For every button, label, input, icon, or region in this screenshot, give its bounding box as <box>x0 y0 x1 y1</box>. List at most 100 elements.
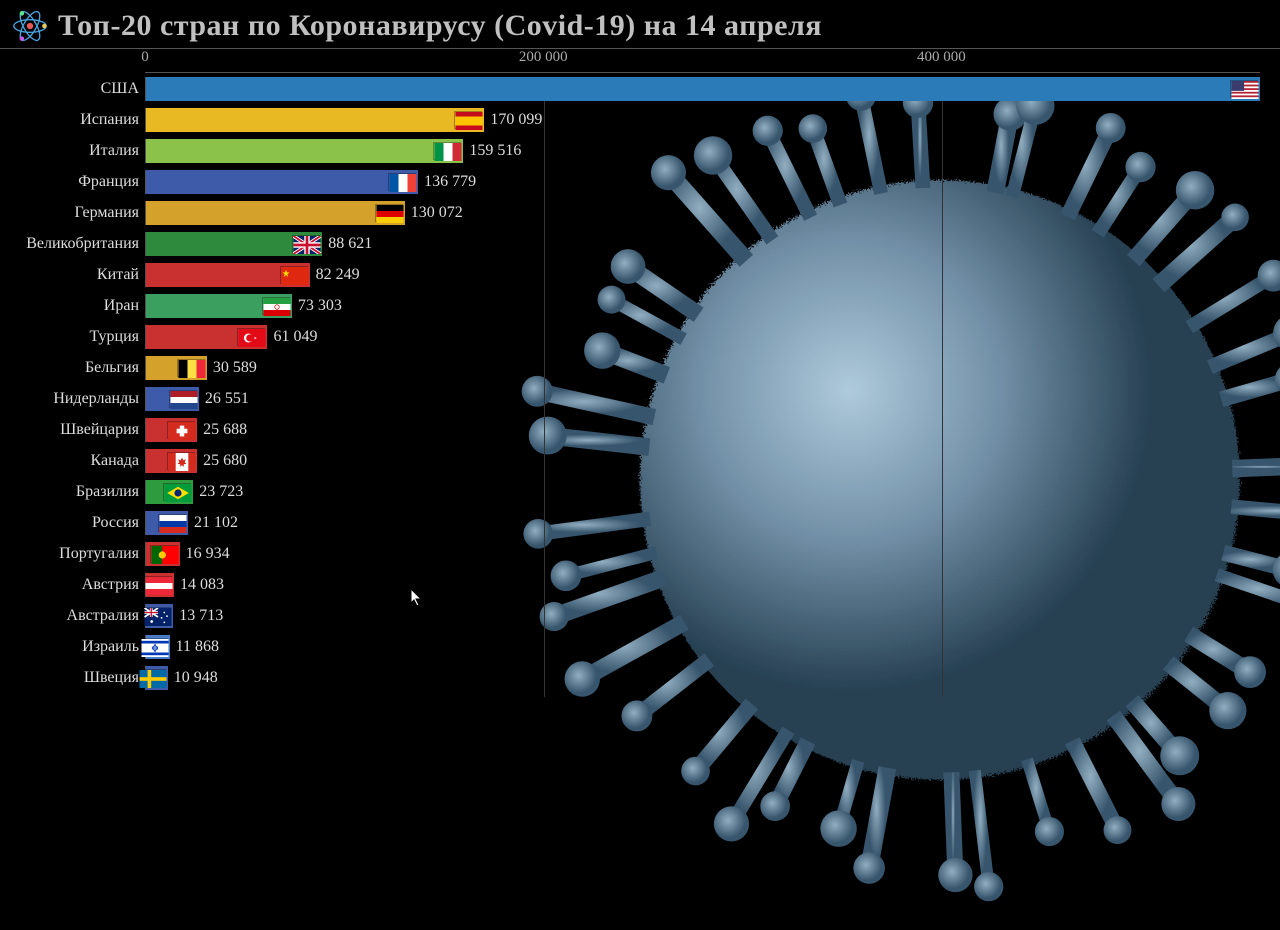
bar: 30 589 <box>146 356 207 380</box>
bar-value: 10 948 <box>174 669 218 687</box>
bar-row: Бельгия30 589 <box>0 352 1260 383</box>
bar-row: США <box>0 73 1260 104</box>
country-label: Нидерланды <box>0 390 145 408</box>
flag-icon <box>143 607 171 625</box>
bar-row: Бразилия23 723 <box>0 476 1260 507</box>
bar-value: 82 249 <box>316 266 360 284</box>
bar-row: Швеция 10 948 <box>0 662 1260 693</box>
axis-tick: 0 <box>141 49 149 66</box>
bar: 170 099 <box>146 108 484 132</box>
bar-row: Россия21 102 <box>0 507 1260 538</box>
bar-track: 21 102 <box>145 511 1260 535</box>
country-label: Канада <box>0 452 145 470</box>
chart: 0200 000400 000 СШАИспания170 099Италия1… <box>0 49 1280 693</box>
flag-icon <box>169 390 197 408</box>
flag-icon <box>375 204 403 222</box>
country-label: США <box>0 80 145 98</box>
bar-row: Португалия 16 934 <box>0 538 1260 569</box>
bar-track: 82 249 <box>145 263 1260 287</box>
bar-track: 170 099 <box>145 108 1260 132</box>
flag-icon <box>144 576 172 594</box>
bar-row: Нидерланды 26 551 <box>0 383 1260 414</box>
bar-row: Австрия14 083 <box>0 569 1260 600</box>
bar-track: 136 779 <box>145 170 1260 194</box>
flag-icon <box>167 421 195 439</box>
country-label: Китай <box>0 266 145 284</box>
bar-value: 159 516 <box>469 142 521 160</box>
bar-value: 25 680 <box>203 452 247 470</box>
country-label: Австрия <box>0 576 145 594</box>
bar-track: 11 868 <box>145 635 1260 659</box>
country-label: Испания <box>0 111 145 129</box>
bar-track: 61 049 <box>145 325 1260 349</box>
bar: 82 249 <box>146 263 310 287</box>
country-label: Великобритания <box>0 235 145 253</box>
flag-icon <box>237 328 265 346</box>
bar-value: 130 072 <box>411 204 463 222</box>
country-label: Португалия <box>0 545 145 563</box>
atom-icon <box>12 8 48 44</box>
bar: 23 723 <box>146 480 193 504</box>
flag-icon <box>150 545 178 563</box>
country-label: Россия <box>0 514 145 532</box>
bar-track: 14 083 <box>145 573 1260 597</box>
flag-icon <box>1230 80 1258 98</box>
bar: 13 713 <box>146 604 173 628</box>
bar-value: 14 083 <box>180 576 224 594</box>
axis-tick: 400 000 <box>917 49 966 66</box>
bar: 11 868 <box>146 635 170 659</box>
bar-track: 159 516 <box>145 139 1260 163</box>
bar-track: 13 713 <box>145 604 1260 628</box>
bar-value: 25 688 <box>203 421 247 439</box>
country-label: Бельгия <box>0 359 145 377</box>
bar-track <box>145 77 1260 101</box>
bar-track: 88 621 <box>145 232 1260 256</box>
bar-row: Швейцария25 688 <box>0 414 1260 445</box>
bar-track: 30 589 <box>145 356 1260 380</box>
flag-icon <box>262 297 290 315</box>
flag-icon <box>138 669 166 687</box>
flag-icon <box>163 483 191 501</box>
bar: 159 516 <box>146 139 463 163</box>
flag-icon <box>280 266 308 284</box>
flag-icon <box>140 638 168 656</box>
x-axis: 0200 000400 000 <box>145 49 1260 73</box>
bar-track: 16 934 <box>145 542 1260 566</box>
flag-icon <box>292 235 320 253</box>
flag-icon <box>433 142 461 160</box>
flag-icon <box>454 111 482 129</box>
bar-row: Испания170 099 <box>0 104 1260 135</box>
bar-row: Турция61 049 <box>0 321 1260 352</box>
flag-icon <box>167 452 195 470</box>
flag-icon <box>177 359 205 377</box>
bar-value: 26 551 <box>205 390 249 408</box>
bar-track: 26 551 <box>145 387 1260 411</box>
bar: 14 083 <box>146 573 174 597</box>
flag-icon <box>158 514 186 532</box>
bar: 88 621 <box>146 232 322 256</box>
bar-value: 136 779 <box>424 173 476 191</box>
bar-value: 30 589 <box>213 359 257 377</box>
bar-track: 25 680 <box>145 449 1260 473</box>
country-label: Бразилия <box>0 483 145 501</box>
bar-value: 13 713 <box>179 607 223 625</box>
bar-value: 23 723 <box>199 483 243 501</box>
bar-row: Великобритания88 621 <box>0 228 1260 259</box>
bar-value: 88 621 <box>328 235 372 253</box>
bar: 130 072 <box>146 201 405 225</box>
bar-value: 16 934 <box>186 545 230 563</box>
country-label: Иран <box>0 297 145 315</box>
bar-track: 23 723 <box>145 480 1260 504</box>
country-label: Израиль <box>0 638 145 656</box>
bar-value: 21 102 <box>194 514 238 532</box>
bar-row: Франция136 779 <box>0 166 1260 197</box>
bar: 136 779 <box>146 170 418 194</box>
country-label: Австралия <box>0 607 145 625</box>
bar: 21 102 <box>146 511 188 535</box>
bar-row: Израиль11 868 <box>0 631 1260 662</box>
country-label: Италия <box>0 142 145 160</box>
bar <box>146 77 1260 101</box>
bar-row: Канада 25 680 <box>0 445 1260 476</box>
country-label: Швеция <box>0 669 145 687</box>
bar-value: 73 303 <box>298 297 342 315</box>
